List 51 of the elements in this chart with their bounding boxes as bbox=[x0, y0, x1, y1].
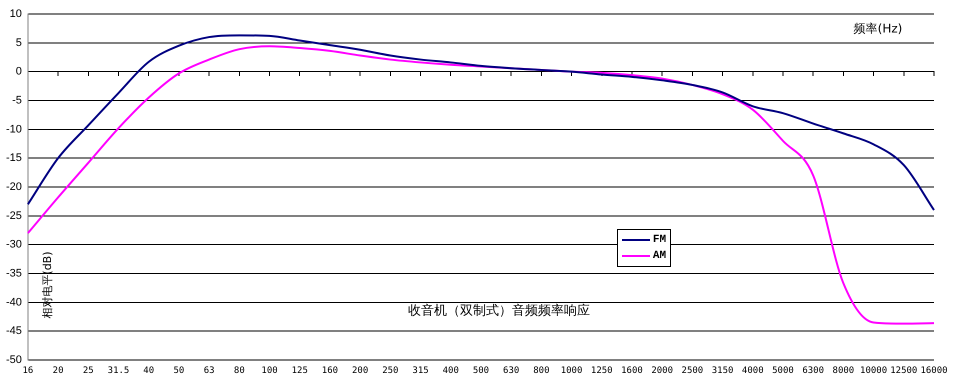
x-tick-label: 12500 bbox=[890, 366, 918, 374]
x-tick-label: 315 bbox=[412, 366, 429, 374]
y-tick-label: -40 bbox=[6, 296, 22, 308]
y-tick-label: -20 bbox=[6, 181, 22, 194]
x-tick-label: 250 bbox=[382, 366, 398, 374]
legend-label: AM bbox=[652, 250, 666, 262]
x-tick-label: 1250 bbox=[590, 366, 613, 374]
y-tick-label: -15 bbox=[6, 152, 22, 164]
legend-label: FM bbox=[652, 234, 666, 246]
x-tick-label: 16 bbox=[22, 366, 34, 374]
x-tick-label: 80 bbox=[234, 366, 245, 374]
x-tick-label: 2500 bbox=[682, 366, 704, 374]
x-tick-label: 25 bbox=[82, 366, 94, 374]
x-tick-label: 8000 bbox=[832, 366, 854, 374]
x-tick-label: 31.5 bbox=[108, 366, 130, 374]
line-series bbox=[26, 45, 935, 325]
text: 收音机（双制式）音频频率响应 bbox=[408, 302, 590, 318]
x-tick-label: 20 bbox=[52, 366, 64, 374]
x-tick-label: 63 bbox=[204, 366, 215, 374]
x-tick-label: 400 bbox=[442, 366, 459, 374]
x-tick-label: 160 bbox=[322, 366, 338, 374]
x-tick-label: 200 bbox=[352, 366, 368, 374]
x-tick-label: 5000 bbox=[772, 366, 794, 374]
x-tick-label: 2000 bbox=[651, 366, 674, 374]
x-tick-label: 10000 bbox=[860, 366, 888, 374]
x-tick-label: 1600 bbox=[621, 366, 643, 374]
y-tick-label: -5 bbox=[12, 94, 22, 107]
line-series bbox=[26, 34, 935, 212]
x-tick-label: 500 bbox=[472, 366, 490, 374]
x-tick-label: 16000 bbox=[920, 366, 948, 374]
y-tick-label: -25 bbox=[6, 210, 22, 222]
y-tick-label: -50 bbox=[6, 354, 22, 366]
y-tick-label: 0 bbox=[16, 66, 22, 78]
x-tick-label: 50 bbox=[173, 366, 184, 374]
x-tick-label: 1000 bbox=[560, 366, 582, 374]
x-tick-label: 630 bbox=[503, 366, 520, 374]
y-tick-label: -35 bbox=[6, 268, 22, 280]
x-tick-label: 125 bbox=[292, 366, 308, 374]
y-tick-label: -45 bbox=[6, 325, 22, 338]
x-tick-label: 800 bbox=[533, 366, 550, 374]
x-tick-label: 4000 bbox=[742, 366, 764, 374]
x-tick-label: 100 bbox=[261, 366, 278, 374]
x-tick-label: 40 bbox=[143, 366, 154, 374]
y-tick-label: 10 bbox=[10, 8, 22, 20]
y-tick-label: 5 bbox=[16, 36, 22, 49]
y-tick-label: -10 bbox=[6, 123, 22, 136]
x-tick-label: 6300 bbox=[802, 366, 824, 374]
y-tick-label: -30 bbox=[6, 238, 22, 251]
y-axis-title: 相对电平(dB) bbox=[40, 251, 54, 319]
x-tick-label: 3150 bbox=[712, 366, 734, 374]
x-axis-title: 频率(Hz) bbox=[854, 22, 902, 36]
